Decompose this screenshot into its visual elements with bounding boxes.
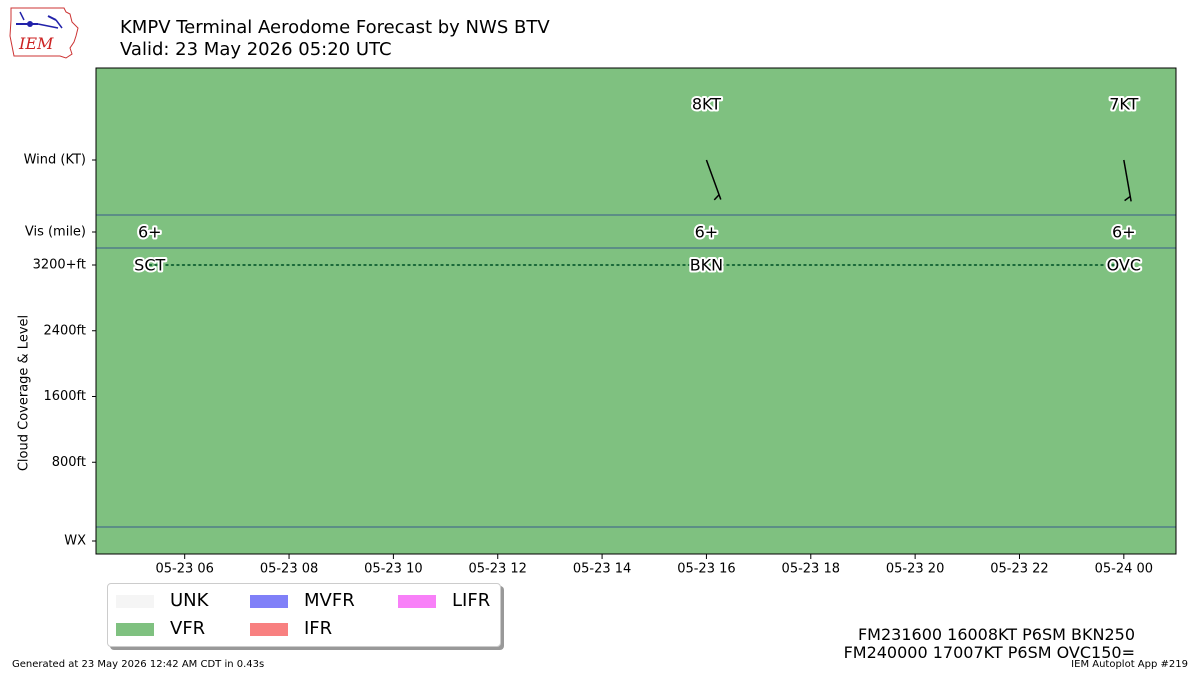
- y-tick-vis-label: Vis (mile): [25, 225, 86, 240]
- visibility-label-2: 6+: [1112, 223, 1136, 242]
- chart-subtitle: Valid: 23 May 2026 05:20 UTC: [120, 39, 392, 60]
- y-tick-cloud-1600-label: 1600ft: [43, 389, 86, 404]
- cloud-coverage-label-2: OVC: [1107, 256, 1141, 275]
- wind-barb-staff-2: [1123, 159, 1132, 202]
- legend-label-mvfr: MVFR: [304, 590, 355, 611]
- legend-label-unk: UNK: [170, 590, 209, 611]
- taf-line-2: FM240000 17007KT P6SM OVC150=: [843, 643, 1135, 662]
- cloud-coverage-label-1: BKN: [690, 256, 723, 275]
- wind-barb-2: [1123, 159, 1132, 202]
- x-tick-label-9: 05-24 00: [1095, 562, 1153, 577]
- legend-label-vfr: VFR: [170, 618, 206, 639]
- plot-frame: [95, 67, 1177, 555]
- wind-barb-1: [705, 159, 722, 201]
- svg-text:IEM: IEM: [18, 34, 54, 53]
- x-tick-label-2: 05-23 10: [364, 562, 422, 577]
- x-tick-label-3: 05-23 12: [469, 562, 527, 577]
- wind-barb-flag-1: [713, 194, 720, 201]
- taf-text: FM231600 16008KT P6SM BKN250 FM240000 17…: [844, 626, 1135, 662]
- legend-label-lifr: LIFR: [452, 590, 491, 611]
- visibility-label-0: 6+: [138, 223, 162, 242]
- visibility-label-1: 6+: [695, 223, 719, 242]
- legend-swatch-lifr: [398, 595, 436, 608]
- flight-category-legend: UNK VFR MVFR IFR LIFR: [107, 583, 501, 647]
- flight-category-background: [96, 68, 1176, 554]
- chart-title: KMPV Terminal Aerodome Forecast by NWS B…: [120, 17, 550, 38]
- legend-swatch-mvfr: [250, 595, 288, 608]
- generated-footer: Generated at 23 May 2026 12:42 AM CDT in…: [12, 659, 265, 670]
- cloud-coverage-label-0: SCT: [134, 256, 165, 275]
- x-tick-label-4: 05-23 14: [573, 562, 631, 577]
- y-tick-cloud-3200-label: 3200+ft: [33, 258, 86, 273]
- x-tick-label-5: 05-23 16: [677, 562, 735, 577]
- y-axis-label: Cloud Coverage & Level: [17, 315, 32, 471]
- x-tick-label-8: 05-23 22: [990, 562, 1048, 577]
- wind-barb-staff-1: [705, 159, 722, 200]
- legend-swatch-ifr: [250, 623, 288, 636]
- x-tick-label-0: 05-23 06: [155, 562, 213, 577]
- x-tick-label-7: 05-23 20: [886, 562, 944, 577]
- wind-speed-label-2: 7KT: [1109, 95, 1138, 114]
- y-tick-cloud-2400-label: 2400ft: [43, 323, 86, 338]
- legend-label-ifr: IFR: [304, 618, 333, 639]
- y-tick-cloud-800-label: 800ft: [52, 455, 86, 470]
- legend-swatch-unk: [116, 595, 154, 608]
- app-footer: IEM Autoplot App #219: [1071, 659, 1188, 670]
- taf-line-1: FM231600 16008KT P6SM BKN250: [857, 625, 1135, 644]
- x-tick-label-1: 05-23 08: [260, 562, 318, 577]
- wind-barb-flag-2: [1124, 195, 1131, 202]
- y-tick-wx-label: WX: [64, 534, 86, 549]
- iem-logo: IEM: [9, 7, 79, 59]
- wind-speed-label-1: 8KT: [692, 95, 721, 114]
- legend-swatch-vfr: [116, 623, 154, 636]
- x-tick-label-6: 05-23 18: [782, 562, 840, 577]
- y-tick-wind-label: Wind (KT): [24, 153, 86, 168]
